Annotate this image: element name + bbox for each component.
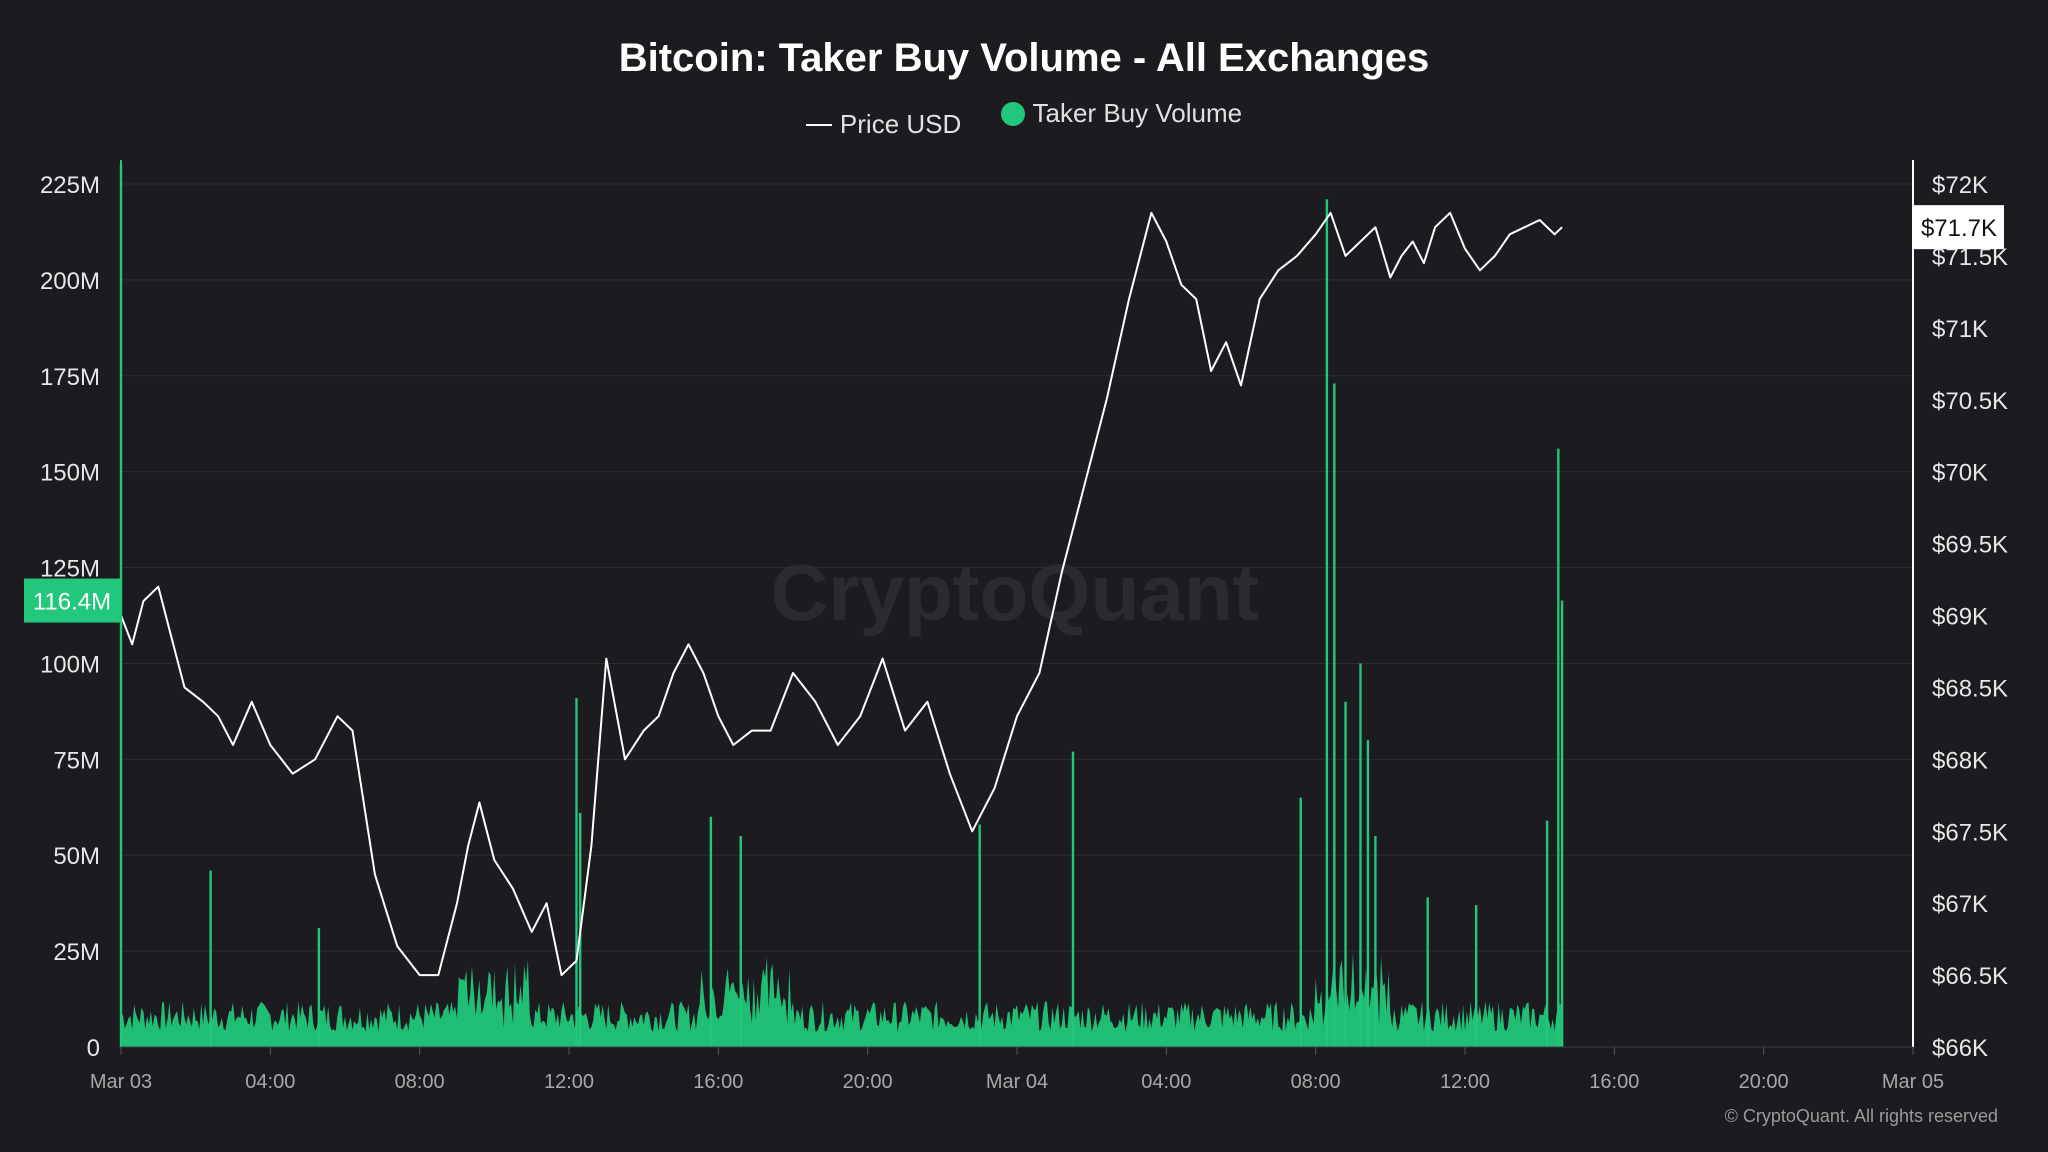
left-tick-label: 75M — [53, 747, 100, 774]
right-tick-label: $72K — [1932, 172, 1988, 199]
x-tick-label: Mar 04 — [986, 1071, 1048, 1093]
right-tick-label: $70.5K — [1932, 388, 2008, 415]
x-tick-label: 08:00 — [395, 1071, 445, 1093]
right-tick-label: $69K — [1932, 604, 1988, 631]
left-tick-label: 225M — [40, 172, 100, 199]
x-tick-label: 04:00 — [245, 1071, 295, 1093]
right-tick-label: $67K — [1932, 891, 1988, 918]
x-tick-label: Mar 03 — [90, 1071, 152, 1093]
x-tick-label: 04:00 — [1141, 1071, 1191, 1093]
right-axis: $66K $66.5K $67K $67.5K $68K $68.5K $69K $69.5K… — [1932, 172, 2008, 1062]
volume-spike-16 — [1426, 897, 1429, 1047]
left-tick-label: 200M — [40, 268, 100, 295]
volume-spike-8 — [1071, 751, 1075, 1047]
right-tick-label: $66.5K — [1932, 963, 2008, 990]
x-tick-label: Mar 05 — [1882, 1071, 1944, 1093]
right-tick-label: $70K — [1932, 460, 1988, 487]
value-badges: 116.4M $71.7K — [24, 205, 2004, 623]
x-tick-label: 20:00 — [843, 1071, 893, 1093]
right-tick-label: $69.5K — [1932, 532, 2008, 559]
x-tick-label: 12:00 — [1440, 1071, 1490, 1093]
left-tick-label: 150M — [40, 460, 100, 487]
right-tick-label: $71K — [1932, 316, 1988, 343]
volume-spike-5 — [709, 816, 713, 1047]
volume-spike-2 — [317, 928, 321, 1047]
volume-area — [121, 952, 1563, 1047]
volume-spike-11 — [1333, 383, 1336, 1048]
left-tick-label: 0 — [87, 1035, 100, 1062]
left-current-label: 116.4M — [33, 589, 111, 616]
x-tick-label: 16:00 — [693, 1071, 743, 1093]
legend-label-price: Price USD — [839, 109, 962, 139]
left-tick-label: 25M — [53, 939, 100, 966]
volume-spike-10 — [1325, 199, 1329, 1047]
legend-dot-icon — [1000, 101, 1025, 126]
right-tick-label: $68.5K — [1932, 675, 2008, 702]
legend-item-volume[interactable]: Taker Buy Volume — [1000, 98, 1243, 129]
gridlines — [121, 183, 1913, 952]
right-current-label: $71.7K — [1921, 215, 1997, 242]
volume-spike-7 — [978, 824, 981, 1047]
legend-line-icon — [805, 123, 832, 126]
price-series — [120, 211, 1563, 977]
x-tick-label: 12:00 — [544, 1071, 594, 1093]
copyright-notice: © CryptoQuant. All rights reserved — [1724, 1106, 1998, 1126]
legend: Price USD Taker Buy Volume — [0, 98, 2048, 140]
legend-item-price[interactable]: Price USD — [805, 109, 962, 140]
volume-spike-20 — [1560, 600, 1564, 1047]
volume-spike-12 — [1344, 701, 1347, 1047]
volume-spike-3 — [575, 697, 578, 1047]
volume-spike-17 — [1475, 905, 1478, 1047]
right-tick-label: $67.5K — [1932, 819, 2008, 846]
volume-spike-18 — [1545, 820, 1549, 1047]
legend-label-volume: Taker Buy Volume — [1032, 98, 1243, 128]
volume-spike-1 — [209, 870, 212, 1047]
right-current-badge — [1914, 205, 2004, 250]
volume-spike-9 — [1299, 797, 1302, 1047]
volume-spike-13 — [1359, 663, 1362, 1047]
x-tick-label: 20:00 — [1739, 1071, 1789, 1093]
right-tick-label: $66K — [1932, 1035, 1988, 1062]
left-axis: 0 25M 50M 75M 100M 125M 150M 175M 200M 225M — [40, 172, 100, 1062]
price-line — [120, 211, 1563, 977]
volume-spike-14 — [1366, 740, 1370, 1047]
x-tick-label: 16:00 — [1589, 1071, 1639, 1093]
x-tick-label: 08:00 — [1291, 1071, 1341, 1093]
watermark: CryptoQuant — [771, 548, 1260, 637]
left-tick-label: 100M — [40, 651, 100, 678]
right-tick-label: $68K — [1932, 747, 1988, 774]
left-tick-label: 125M — [40, 556, 100, 583]
x-axis: Mar 03 04:00 08:00 12:00 16:00 20:00 Mar 04 04:… — [90, 1047, 1944, 1093]
volume-spike-15 — [1374, 836, 1377, 1047]
volume-spike-19 — [1557, 448, 1560, 1047]
volume-series — [119, 164, 1564, 1048]
volume-spike-6 — [739, 836, 742, 1047]
left-current-badge — [24, 578, 120, 623]
left-tick-label: 175M — [40, 364, 100, 391]
left-tick-label: 50M — [53, 843, 100, 870]
chart-title: Bitcoin: Taker Buy Volume - All Exchange… — [618, 36, 1430, 80]
